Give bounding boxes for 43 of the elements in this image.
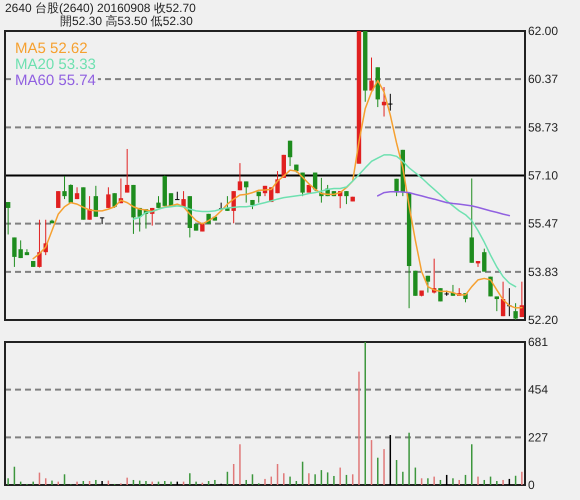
- y-tick-label: 62.00: [528, 24, 558, 38]
- y-tick-label: 0: [528, 478, 535, 492]
- candlestick: [382, 86, 386, 118]
- text: MA5 52.62: [15, 40, 88, 57]
- y-tick-label: 52.20: [528, 313, 558, 327]
- candlestick: [156, 196, 161, 208]
- candlestick: [68, 184, 73, 204]
- candlestick: [494, 296, 499, 312]
- candlestick: [438, 288, 443, 302]
- candlestick: [520, 281, 524, 318]
- candlestick: [62, 176, 67, 200]
- y-tick-label: 58.73: [528, 120, 558, 134]
- y-tick-label: 55.47: [528, 216, 558, 231]
- chart-title: 2640 台股(2640) 20160908 收52.70: [5, 1, 196, 15]
- candlestick: [312, 172, 318, 192]
- candlestick: [112, 192, 117, 208]
- y-tick-label: 227: [528, 430, 548, 444]
- candlestick: [244, 180, 248, 204]
- candlestick: [94, 185, 98, 218]
- candlestick: [426, 275, 430, 294]
- candlestick: [500, 281, 506, 317]
- chart-subtitle: 開52.30 高53.50 低52.30: [60, 14, 194, 28]
- candlestick: [256, 191, 261, 204]
- y-tick-label: 681: [528, 335, 548, 349]
- y-tick-label: 53.83: [528, 264, 558, 279]
- candlestick: [388, 93, 392, 112]
- candlestick: [288, 140, 292, 167]
- y-tick-label: 454: [528, 382, 548, 397]
- candlestick: [6, 202, 10, 235]
- line-series: [132, 154, 516, 288]
- candlestick: [124, 148, 130, 194]
- text: MA20 53.33: [15, 56, 96, 73]
- text: MA60 55.74: [15, 72, 96, 89]
- candlestick: [56, 190, 60, 208]
- candlestick: [513, 302, 518, 320]
- y-tick-label: 60.37: [528, 72, 558, 86]
- candlestick: [238, 162, 242, 191]
- candlestick: [482, 248, 486, 272]
- y-tick-label: 57.10: [528, 168, 558, 182]
- candlestick: [106, 186, 111, 208]
- candlestick: [12, 236, 17, 268]
- candlestick: [175, 191, 180, 200]
- candlestick: [344, 190, 349, 205]
